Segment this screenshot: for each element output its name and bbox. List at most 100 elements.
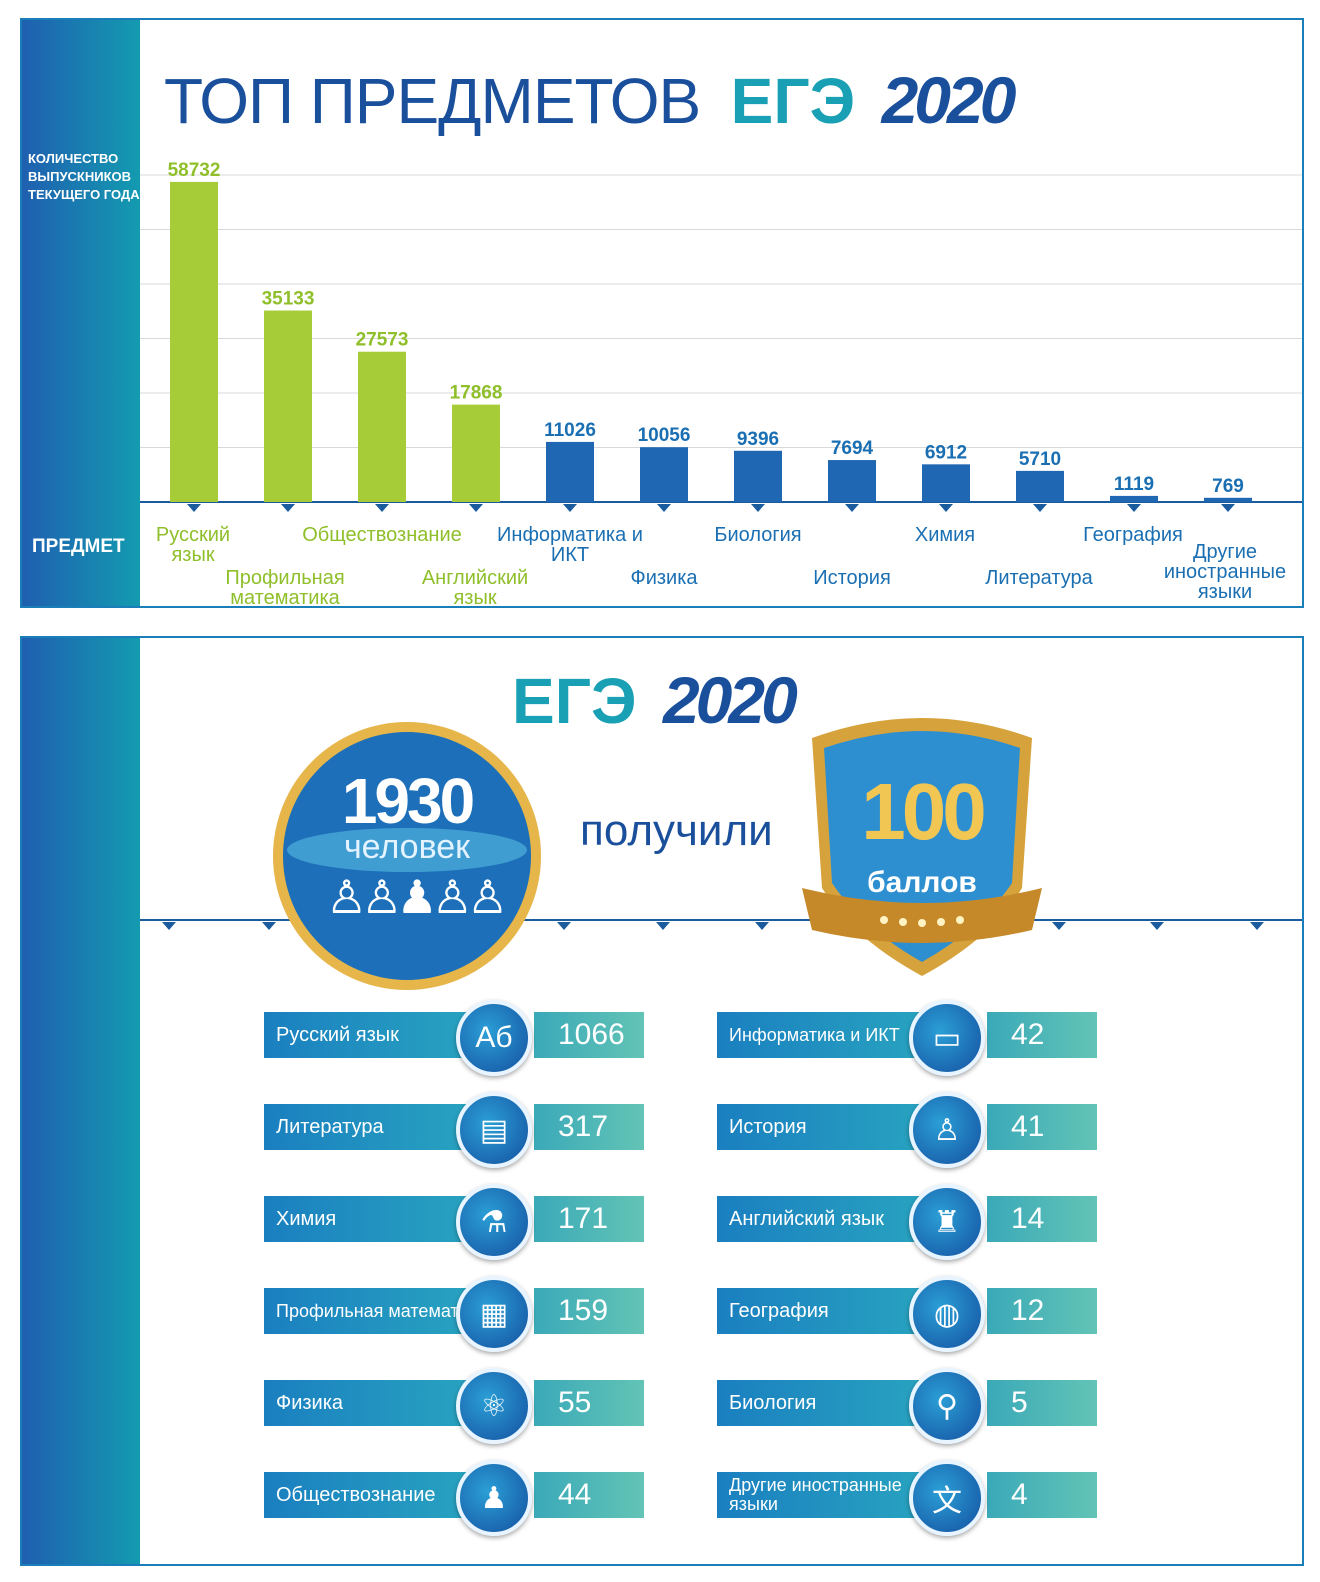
category-label: Другие иностранные языки xyxy=(1164,541,1286,603)
data-label: 58732 xyxy=(168,160,221,181)
bar-chart-svg: 58732 Русский язык 35133 Профильная математик… xyxy=(140,160,1302,608)
result-count: 317 xyxy=(534,1104,644,1150)
flask-icon: ⚗ xyxy=(456,1184,532,1260)
hieroglyph-icon: 文 xyxy=(909,1460,985,1536)
category-label: Обществознание xyxy=(302,524,462,546)
category-label: Профильная математика xyxy=(225,567,344,608)
result-subject: Английский язык xyxy=(717,1196,947,1242)
category-label: Физика xyxy=(630,567,698,589)
alphabet-icon: Аб xyxy=(456,1000,532,1076)
result-subject: Другие иностранные языки xyxy=(717,1472,947,1518)
data-label: 17868 xyxy=(450,383,503,404)
bar xyxy=(358,351,406,502)
microscope-icon: ⚲ xyxy=(909,1368,985,1444)
axis-marker xyxy=(939,504,953,512)
calculator-icon: ▦ xyxy=(456,1276,532,1352)
result-row: Биология 5 ⚲ xyxy=(717,1368,1097,1444)
result-row: Физика 55 ⚛ xyxy=(264,1368,644,1444)
category-label: История xyxy=(813,567,891,589)
axis-marker xyxy=(657,504,671,512)
chart-sidebar xyxy=(22,20,140,606)
bar xyxy=(640,447,688,502)
results-decor-svg xyxy=(140,718,1302,990)
data-label: 10056 xyxy=(638,425,691,446)
data-label: 35133 xyxy=(262,289,315,310)
axis-marker xyxy=(1033,504,1047,512)
results-title-accent: ЕГЭ xyxy=(512,665,637,737)
score-value: 100 xyxy=(861,767,986,856)
results-title-year: 2020 xyxy=(662,663,798,737)
bar xyxy=(1204,497,1252,502)
result-subject: Литература xyxy=(264,1104,494,1150)
data-label: 7694 xyxy=(831,438,874,459)
result-row: Информатика и ИКТ 42 ▭ xyxy=(717,1000,1097,1076)
axis-marker xyxy=(187,504,201,512)
axis-marker xyxy=(563,504,577,512)
result-count: 171 xyxy=(534,1196,644,1242)
result-count: 14 xyxy=(987,1196,1097,1242)
bar xyxy=(546,441,594,502)
axis-marker xyxy=(845,504,859,512)
divider-markers xyxy=(162,922,1264,930)
result-row: Английский язык 14 ♜ xyxy=(717,1184,1097,1260)
chart-title: ТОП ПРЕДМЕТОВ ЕГЭ 2020 xyxy=(164,62,1017,138)
result-subject: Биология xyxy=(717,1380,947,1426)
stars xyxy=(880,916,964,927)
category-label: Английский язык xyxy=(422,567,528,608)
category-label: Биология xyxy=(714,524,801,546)
result-row: Обществознание 44 ♟ xyxy=(264,1460,644,1536)
result-row: Профильная математика 159 ▦ xyxy=(264,1276,644,1352)
axis-marker xyxy=(1221,504,1235,512)
people-icon: ♟ xyxy=(456,1460,532,1536)
result-subject: Химия xyxy=(264,1196,494,1242)
result-subject: Информатика и ИКТ xyxy=(717,1012,947,1058)
category-label: География xyxy=(1083,524,1183,546)
people-icon: ♙♙♟♙♙ xyxy=(326,871,508,923)
bar xyxy=(264,310,312,502)
result-count: 12 xyxy=(987,1288,1097,1334)
bar xyxy=(170,181,218,503)
bar xyxy=(734,450,782,502)
result-row: История 41 ♙ xyxy=(717,1092,1097,1168)
category-label: Литература xyxy=(985,567,1093,589)
result-subject: Обществознание xyxy=(264,1472,494,1518)
data-label: 9396 xyxy=(737,429,779,450)
data-label: 27573 xyxy=(356,330,409,351)
result-subject: Русский язык xyxy=(264,1012,494,1058)
result-count: 41 xyxy=(987,1104,1097,1150)
data-label: 11026 xyxy=(544,420,596,441)
results-sidebar xyxy=(22,638,140,1564)
result-subject: География xyxy=(717,1288,947,1334)
bar xyxy=(1016,470,1064,502)
book-icon: ▤ xyxy=(456,1092,532,1168)
result-row: География 12 ◍ xyxy=(717,1276,1097,1352)
result-row: Другие иностранные языки 4 文 xyxy=(717,1460,1097,1536)
results-panel: ЕГЭ 2020 1930 человек ♙♙♟♙♙ получили 100… xyxy=(20,636,1304,1566)
data-label: 5710 xyxy=(1019,449,1061,470)
result-row: Русский язык 1066 Аб xyxy=(264,1000,644,1076)
y-axis-label: КОЛИЧЕСТВО ВЫПУСКНИКОВ ТЕКУЩЕГО ГОДА xyxy=(28,151,140,202)
chart-title-accent: ЕГЭ xyxy=(730,65,856,137)
data-label: 769 xyxy=(1212,476,1244,497)
x-axis-label: ПРЕДМЕТ xyxy=(32,536,125,557)
bar xyxy=(828,460,876,502)
result-subject: Физика xyxy=(264,1380,494,1426)
bar xyxy=(922,464,970,502)
big-ben-icon: ♜ xyxy=(909,1184,985,1260)
result-count: 42 xyxy=(987,1012,1097,1058)
chart-title-year: 2020 xyxy=(881,63,1017,137)
category-label: Информатика и ИКТ xyxy=(497,524,643,566)
result-count: 44 xyxy=(534,1472,644,1518)
atom-icon: ⚛ xyxy=(456,1368,532,1444)
result-row: Химия 171 ⚗ xyxy=(264,1184,644,1260)
axis-marker xyxy=(1127,504,1141,512)
result-subject: История xyxy=(717,1104,947,1150)
bar xyxy=(1110,495,1158,502)
result-subject: Профильная математика xyxy=(264,1288,494,1334)
bust-icon: ♙ xyxy=(909,1092,985,1168)
result-count: 4 xyxy=(987,1472,1097,1518)
people-count: 1930 xyxy=(341,765,475,837)
result-row: Литература 317 ▤ xyxy=(264,1092,644,1168)
axis-marker xyxy=(751,504,765,512)
axis-marker xyxy=(281,504,295,512)
